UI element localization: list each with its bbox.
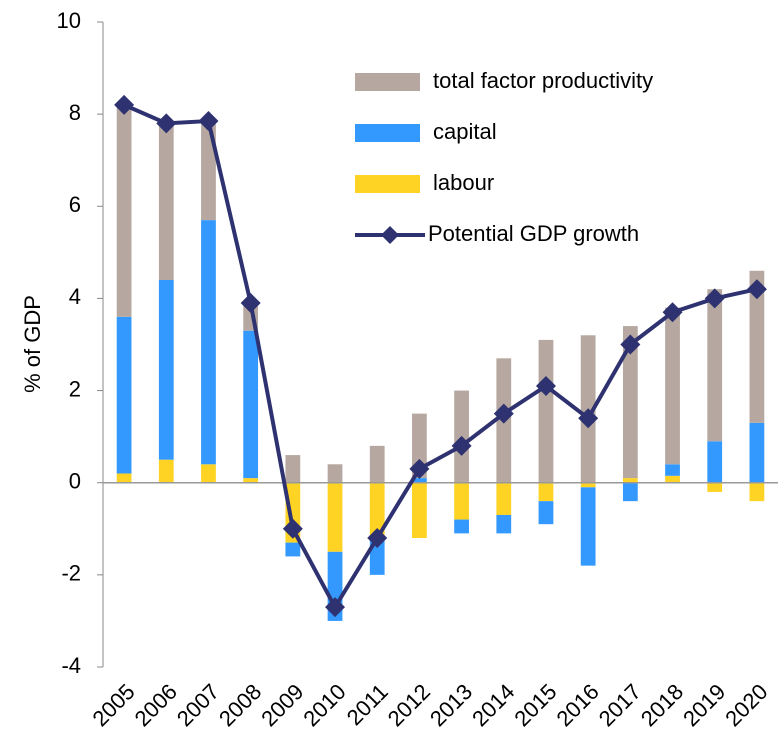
x-tick-label: 2005 — [87, 679, 139, 731]
bar-segment — [707, 441, 723, 483]
bar-segment — [749, 270, 765, 423]
bar-segment — [158, 123, 174, 280]
y-tick-label: 8 — [69, 100, 81, 125]
bar-segment — [327, 464, 343, 483]
legend-marker — [381, 226, 399, 244]
bar-segment — [412, 482, 427, 538]
bar-segment — [243, 330, 259, 479]
bar-segment — [116, 104, 132, 317]
line-marker — [704, 288, 725, 309]
bar-segment — [707, 289, 723, 442]
line-marker — [325, 597, 346, 618]
legend-label: total factor productivity — [433, 68, 653, 93]
x-tick-label: 2017 — [594, 679, 646, 731]
x-tick-label: 2018 — [636, 679, 688, 731]
x-tick-label: 2015 — [509, 679, 561, 731]
line-marker — [578, 408, 599, 429]
legend-swatch — [355, 73, 420, 91]
bar-segment — [201, 220, 216, 465]
line-marker — [535, 375, 556, 396]
bar-segment — [496, 482, 512, 515]
bar-segment — [412, 413, 427, 479]
bar-segment — [116, 316, 132, 474]
x-tick-label: 2009 — [256, 679, 308, 731]
bar-segment — [580, 487, 596, 566]
y-tick-label: 4 — [69, 284, 81, 309]
legend-label: labour — [433, 170, 494, 195]
bar-segment — [369, 445, 385, 483]
x-tick-label: 2019 — [678, 679, 730, 731]
bar-segment — [243, 478, 259, 483]
y-tick-label: 6 — [69, 192, 81, 217]
bar-segment — [285, 455, 301, 483]
y-tick-label: 0 — [69, 469, 81, 494]
bar-segment — [369, 482, 385, 538]
line-marker — [662, 302, 683, 323]
line-marker — [746, 279, 767, 300]
bar-segment — [285, 542, 301, 557]
legend-label: capital — [433, 119, 497, 144]
legend-label: Potential GDP growth — [428, 221, 639, 246]
line-marker — [198, 111, 219, 132]
bar-segment — [665, 307, 680, 465]
bar-segment — [158, 280, 174, 460]
bar-segment — [622, 326, 638, 479]
bar-segment — [201, 118, 216, 221]
line-marker — [240, 293, 261, 314]
x-tick-label: 2008 — [214, 679, 266, 731]
x-tick-label: 2020 — [720, 679, 772, 731]
bar-segment — [116, 473, 132, 483]
line-marker — [156, 113, 177, 134]
bar-segment — [412, 478, 427, 483]
legend-swatch — [355, 124, 420, 142]
y-tick-label: -2 — [61, 561, 81, 586]
line-marker — [493, 403, 514, 424]
line-marker — [282, 518, 303, 539]
bar-segment — [665, 464, 680, 476]
y-tick-label: -4 — [61, 653, 81, 678]
bar-segment — [665, 475, 680, 483]
x-tick-label: 2013 — [425, 679, 477, 731]
bar-segment — [454, 519, 469, 534]
bar-segment — [538, 501, 554, 525]
legend-swatch — [355, 175, 420, 193]
line-marker — [114, 94, 135, 115]
bar-segment — [158, 459, 174, 483]
bar-segment — [749, 482, 765, 502]
bar-segment — [201, 464, 216, 483]
bar-segment — [496, 514, 512, 534]
bar-segment — [622, 478, 638, 483]
y-axis-label: % of GDP — [20, 295, 45, 393]
y-tick-label: 10 — [57, 8, 81, 33]
x-tick-label: 2012 — [383, 679, 435, 731]
bar-segment — [454, 482, 469, 520]
x-tick-label: 2010 — [298, 679, 350, 731]
bar-segment — [749, 422, 765, 483]
line-marker — [367, 528, 388, 548]
line-marker — [620, 334, 641, 355]
bar-segment — [622, 482, 638, 502]
bar-segment — [707, 482, 723, 492]
y-tick-label: 2 — [69, 376, 81, 401]
x-tick-label: 2014 — [467, 679, 519, 731]
bar-segment — [327, 482, 343, 552]
line-marker — [409, 458, 430, 479]
x-tick-label: 2011 — [342, 679, 393, 730]
x-tick-label: 2016 — [552, 679, 604, 731]
line-series — [123, 103, 758, 612]
x-tick-label: 2007 — [172, 679, 224, 731]
x-tick-label: 2006 — [130, 679, 182, 731]
bar-segment — [538, 482, 554, 502]
bar-segment — [580, 482, 596, 488]
line-marker — [451, 435, 472, 456]
bar-segment — [538, 339, 554, 483]
